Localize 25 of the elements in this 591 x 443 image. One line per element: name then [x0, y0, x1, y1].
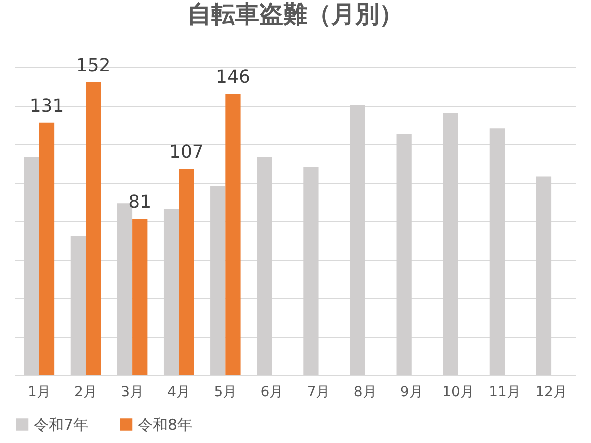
chart-title: 自転車盗難（月別）	[188, 0, 404, 28]
x-tick-label: 1月	[28, 384, 51, 400]
legend-label: 令和7年	[34, 416, 89, 434]
data-label: 131	[30, 96, 64, 117]
x-tick-label: 2月	[74, 384, 98, 400]
data-label: 81	[128, 192, 152, 214]
bar	[179, 169, 194, 375]
x-tick-label: 5月	[214, 384, 238, 400]
data-label: 107	[169, 142, 204, 164]
x-tick-label: 4月	[168, 384, 191, 400]
bar	[86, 82, 102, 375]
x-tick-label: 3月	[121, 384, 144, 400]
x-tick-label: 7月	[307, 384, 330, 400]
data-label: 152	[76, 55, 111, 76]
x-tick-label: 12月	[536, 384, 568, 400]
bar	[39, 122, 55, 375]
legend-label: 令和8年	[138, 416, 193, 434]
data-label: 146	[216, 66, 250, 88]
x-tick-label: 6月	[260, 384, 284, 400]
x-tick-label: 11月	[489, 384, 521, 400]
bar	[226, 94, 241, 375]
x-tick-label: 8月	[354, 384, 377, 400]
x-tick-label: 10月	[442, 384, 474, 400]
x-tick-label: 9月	[400, 384, 424, 400]
bar	[132, 219, 148, 375]
